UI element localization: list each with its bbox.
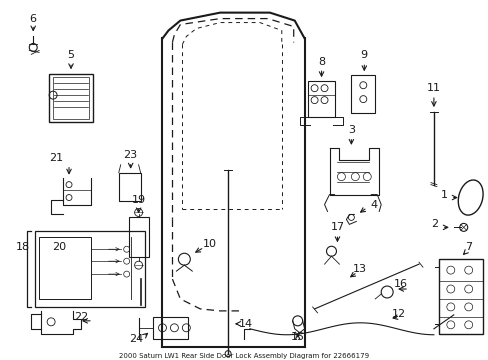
Text: 3: 3 — [347, 125, 354, 135]
Text: 4: 4 — [370, 199, 377, 210]
Bar — [35, 231, 144, 307]
Bar — [39, 237, 91, 299]
Text: 14: 14 — [239, 319, 252, 329]
Text: 24: 24 — [129, 334, 143, 344]
Bar — [438, 259, 482, 334]
Text: 11: 11 — [426, 83, 440, 93]
Text: 22: 22 — [74, 312, 88, 322]
Text: 1: 1 — [439, 190, 447, 199]
Text: 6: 6 — [30, 14, 37, 24]
Text: 18: 18 — [16, 242, 30, 252]
Text: 7: 7 — [464, 242, 471, 252]
Text: 5: 5 — [67, 50, 74, 60]
Bar — [119, 173, 141, 201]
Text: 23: 23 — [123, 150, 138, 160]
Text: 2000 Saturn LW1 Rear Side Door Lock Assembly Diagram for 22666179: 2000 Saturn LW1 Rear Side Door Lock Asse… — [119, 353, 368, 359]
Text: 16: 16 — [393, 279, 407, 289]
Bar — [307, 81, 335, 117]
Text: 2: 2 — [430, 219, 438, 229]
Text: 17: 17 — [330, 222, 344, 232]
Bar — [49, 74, 93, 122]
Text: 10: 10 — [203, 239, 217, 249]
Bar — [351, 75, 374, 113]
Text: 20: 20 — [52, 242, 66, 252]
Text: 8: 8 — [317, 57, 325, 67]
Text: 13: 13 — [352, 264, 366, 274]
Text: 12: 12 — [391, 309, 406, 319]
Text: 9: 9 — [360, 50, 367, 60]
Text: 19: 19 — [131, 194, 145, 204]
Bar — [128, 217, 148, 257]
Bar — [152, 317, 188, 339]
Bar — [53, 77, 89, 119]
Text: 15: 15 — [290, 332, 304, 342]
Text: 21: 21 — [49, 153, 63, 163]
